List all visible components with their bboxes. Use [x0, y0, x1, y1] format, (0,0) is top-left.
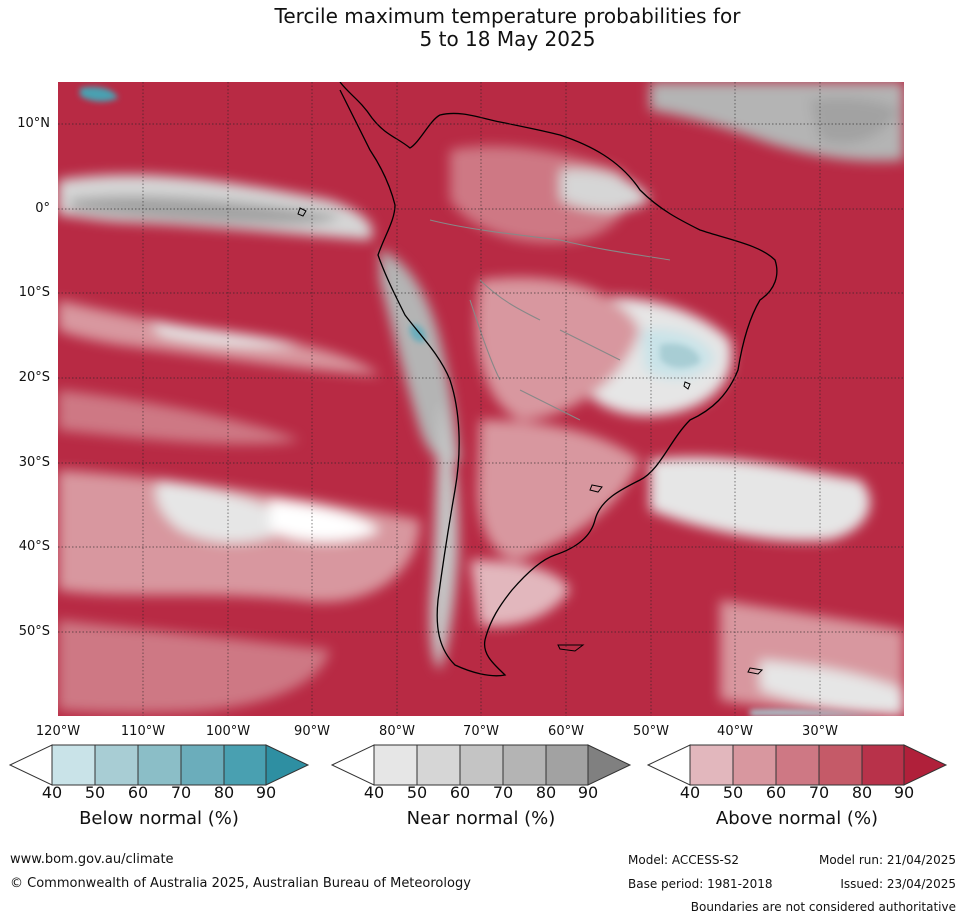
colorbar-above-tick: 40	[679, 783, 701, 802]
colorbar-below-tick: 70	[170, 783, 192, 802]
map-title-line-1: Tercile maximum temperature probabilitie…	[274, 4, 741, 28]
lat-label-20s: 20°S	[18, 370, 50, 385]
issued-date: Issued: 23/04/2025	[840, 877, 956, 891]
lat-label-50s: 50°S	[18, 624, 50, 639]
colorbar-above-tick: 70	[808, 783, 830, 802]
lat-label-10s: 10°S	[18, 285, 50, 300]
lon-label-80w: 80°W	[379, 724, 415, 739]
lon-label-60w: 60°W	[548, 724, 584, 739]
colorbar-below-tick: 60	[127, 783, 149, 802]
website-link[interactable]: www.bom.gov.au/climate	[10, 852, 174, 867]
colorbar-above-tick: 50	[722, 783, 744, 802]
lat-label-30s: 30°S	[18, 455, 50, 470]
coastlines	[297, 82, 778, 677]
colorbar-near-tick: 40	[363, 783, 385, 802]
colorbar-below-tick: 40	[41, 783, 63, 802]
map-title-line-2: 5 to 18 May 2025	[419, 27, 596, 51]
colorbar-below-tick: 50	[84, 783, 106, 802]
colorbar-above-normal	[646, 744, 948, 786]
lon-label-110w: 110°W	[120, 724, 166, 739]
lat-label-40s: 40°S	[18, 539, 50, 554]
copyright-text: © Commonwealth of Australia 2025, Austra…	[10, 876, 471, 891]
colorbar-near-tick: 60	[449, 783, 471, 802]
lon-label-40w: 40°W	[717, 724, 753, 739]
base-period: Base period: 1981-2018	[628, 877, 773, 891]
lon-label-70w: 70°W	[463, 724, 499, 739]
colorbar-above-tick: 80	[851, 783, 873, 802]
colorbar-near-tick: 90	[577, 783, 599, 802]
colorbar-above-tick: 60	[765, 783, 787, 802]
colorbar-below-tick: 90	[255, 783, 277, 802]
boundaries-note: Boundaries are not considered authoritat…	[690, 900, 956, 914]
colorbar-above-tick: 90	[893, 783, 915, 802]
lon-label-100w: 100°W	[205, 724, 251, 739]
colorbar-near-title: Near normal (%)	[406, 808, 556, 829]
colorbar-near-tick: 50	[406, 783, 428, 802]
colorbar-above-title: Above normal (%)	[715, 808, 879, 829]
lon-label-120w: 120°W	[35, 724, 81, 739]
lat-label-0: 0°	[35, 201, 50, 216]
colorbar-near-tick: 80	[535, 783, 557, 802]
lon-label-50w: 50°W	[633, 724, 669, 739]
colorbar-below-tick: 80	[213, 783, 235, 802]
lon-label-90w: 90°W	[294, 724, 330, 739]
lat-label-10n: 10°N	[17, 116, 50, 131]
graticule	[58, 82, 904, 716]
model-run: Model run: 21/04/2025	[818, 853, 956, 867]
colorbar-near-tick: 70	[492, 783, 514, 802]
model-name: Model: ACCESS-S2	[628, 853, 740, 867]
colorbar-below-normal	[8, 744, 310, 786]
colorbar-near-normal	[330, 744, 632, 786]
lon-label-30w: 30°W	[802, 724, 838, 739]
colorbar-below-title: Below normal (%)	[79, 808, 239, 829]
